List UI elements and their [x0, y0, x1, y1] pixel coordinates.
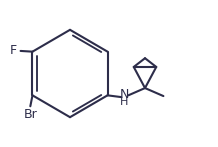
Text: F: F	[10, 44, 17, 57]
Text: Br: Br	[24, 108, 37, 121]
Text: H: H	[120, 97, 129, 107]
Text: N: N	[120, 88, 129, 101]
